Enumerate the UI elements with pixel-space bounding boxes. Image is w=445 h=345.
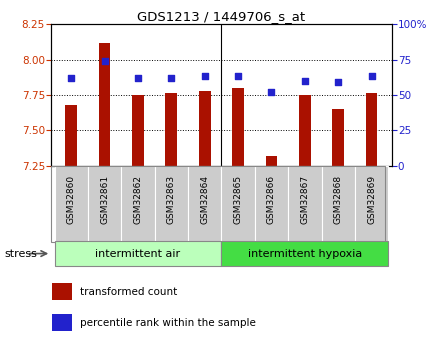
Text: GSM32864: GSM32864 <box>200 175 209 224</box>
Text: GSM32865: GSM32865 <box>234 175 243 224</box>
Bar <box>188 166 222 242</box>
Bar <box>222 166 255 242</box>
Bar <box>355 166 388 242</box>
Point <box>134 75 142 81</box>
Bar <box>55 166 88 242</box>
Bar <box>232 88 244 166</box>
Title: GDS1213 / 1449706_s_at: GDS1213 / 1449706_s_at <box>138 10 305 23</box>
Text: GSM32863: GSM32863 <box>167 175 176 224</box>
Point <box>301 78 308 83</box>
Point <box>101 58 108 64</box>
Bar <box>132 95 144 166</box>
Bar <box>65 105 77 166</box>
Point <box>268 89 275 95</box>
Bar <box>366 93 377 166</box>
Bar <box>88 166 121 242</box>
Text: stress: stress <box>4 249 37 258</box>
Bar <box>53 283 72 300</box>
Text: GSM32867: GSM32867 <box>300 175 309 224</box>
Text: GSM32860: GSM32860 <box>67 175 76 224</box>
Bar <box>199 91 210 166</box>
Bar <box>266 156 277 166</box>
Text: GSM32866: GSM32866 <box>267 175 276 224</box>
Bar <box>99 42 110 166</box>
Bar <box>288 166 322 242</box>
Text: GSM32861: GSM32861 <box>100 175 109 224</box>
Text: GSM32869: GSM32869 <box>367 175 376 224</box>
Text: intermittent hypoxia: intermittent hypoxia <box>248 249 362 258</box>
Bar <box>53 314 72 331</box>
Bar <box>299 95 311 166</box>
Text: GSM32868: GSM32868 <box>334 175 343 224</box>
Bar <box>55 241 222 266</box>
Point <box>168 75 175 81</box>
Text: transformed count: transformed count <box>80 287 177 297</box>
Bar <box>121 166 155 242</box>
Text: percentile rank within the sample: percentile rank within the sample <box>80 318 255 328</box>
Point <box>368 74 375 79</box>
Point <box>235 74 242 79</box>
Bar <box>166 93 177 166</box>
Bar <box>322 166 355 242</box>
Point <box>201 74 208 79</box>
Bar <box>332 109 344 166</box>
Bar <box>255 166 288 242</box>
Point <box>335 79 342 85</box>
Text: GSM32862: GSM32862 <box>134 175 142 224</box>
Bar <box>155 166 188 242</box>
Point <box>68 75 75 81</box>
Bar <box>222 241 388 266</box>
Text: intermittent air: intermittent air <box>95 249 181 258</box>
